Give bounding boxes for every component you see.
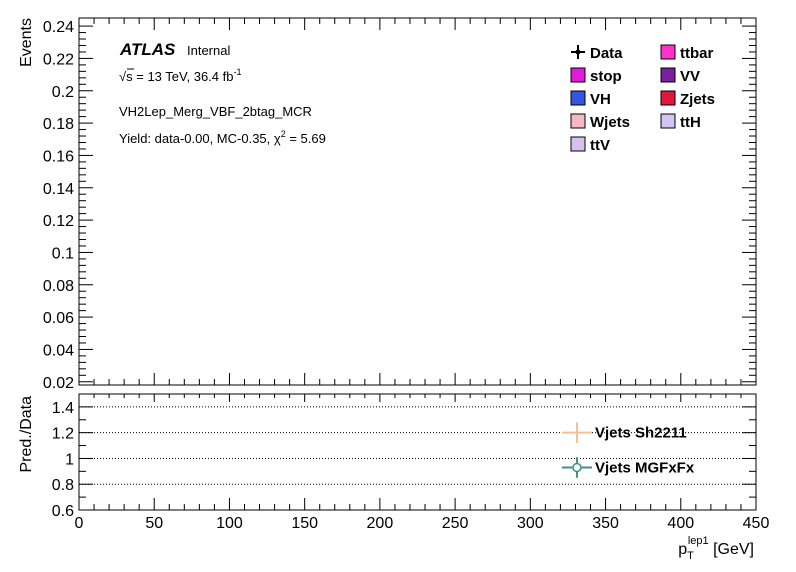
- x-tick-label: 0: [75, 515, 84, 532]
- legend-label: Zjets: [680, 91, 715, 108]
- legend-label: stop: [590, 68, 622, 85]
- x-axis-title-unit: [GeV]: [709, 541, 754, 558]
- ratio-point-marker: [572, 462, 582, 473]
- legend-swatch: [570, 136, 586, 152]
- ratio-y-tick-label: 1: [65, 451, 74, 468]
- main-y-tick-label: 0.08: [43, 278, 74, 295]
- lumi-energy: = 13 TeV, 36.4 fb: [133, 69, 234, 84]
- x-tick-label: 250: [442, 515, 469, 532]
- main-y-tick-label: 0.18: [43, 116, 74, 133]
- x-tick-label: 100: [216, 515, 243, 532]
- legend-label: VV: [680, 68, 700, 85]
- region-label: VH2Lep_Merg_VBF_2btag_MCR: [119, 104, 312, 119]
- legend-swatch: [660, 90, 676, 106]
- lumi-sup: -1: [233, 67, 241, 77]
- ratio-y-tick-label: 1.4: [52, 400, 74, 417]
- main-y-tick-label: 0.12: [43, 213, 74, 230]
- legend-label: ttV: [590, 137, 610, 154]
- x-tick-label: 350: [592, 515, 619, 532]
- ratio-series-label: Vjets Sh2211: [595, 425, 687, 442]
- ratio-y-ticks: 0.6 0.8 1 1.2 1.4: [52, 393, 756, 520]
- atlas-status: Internal: [187, 43, 230, 58]
- legend-swatch: [570, 67, 586, 83]
- main-y-tick-label: 0.14: [43, 181, 74, 198]
- legend-swatch: [660, 44, 676, 60]
- legend: Data ttbar stop VV VH Zjets Wjets ttH ttV: [570, 44, 715, 154]
- x-tick-label: 50: [145, 515, 163, 532]
- main-y-axis-title: Events: [18, 18, 35, 67]
- atlas-label: ATLAS: [119, 40, 176, 59]
- yield-post: = 5.69: [286, 131, 326, 146]
- legend-label: Wjets: [590, 114, 630, 131]
- main-y-tick-label: 0.02: [43, 375, 74, 392]
- legend-swatch: [660, 67, 676, 83]
- main-y-tick-label: 0.04: [43, 342, 74, 359]
- legend-swatch: [570, 90, 586, 106]
- lumi-label: √s = 13 TeV, 36.4 fb-1: [119, 67, 242, 84]
- ratio-points: Vjets Sh2211 Vjets MGFxFx: [561, 422, 695, 478]
- ratio-panel-frame: [78, 393, 757, 511]
- main-y-tick-label: 0.16: [43, 148, 74, 165]
- lumi-s: s: [126, 69, 133, 84]
- x-tick-label: 200: [367, 515, 394, 532]
- x-tick-label: 400: [667, 515, 694, 532]
- main-y-ticks: 0.02 0.04 0.06 0.08 0.1 0.12 0.14 0.16 0.18 0.2 0.…: [43, 19, 756, 392]
- x-axis-title-main: p: [678, 541, 687, 558]
- main-y-tick-label: 0.1: [52, 245, 74, 262]
- ratio-y-tick-label: 0.6: [52, 503, 74, 520]
- x-tick-label: 150: [291, 515, 318, 532]
- ratio-y-axis-title: Pred./Data: [18, 396, 35, 473]
- main-y-tick-label: 0.2: [52, 84, 74, 101]
- yield-label: Yield: data-0.00, MC-0.35, χ2 = 5.69: [119, 129, 326, 146]
- ratio-series-label: Vjets MGFxFx: [595, 459, 695, 476]
- legend-label: VH: [590, 91, 611, 108]
- legend-swatch: [660, 113, 676, 129]
- x-tick-label: 300: [517, 515, 544, 532]
- ratio-y-tick-label: 1.2: [52, 426, 74, 443]
- legend-data-dot: [575, 49, 581, 55]
- legend-label: ttH: [680, 114, 701, 131]
- legend-swatch: [570, 113, 586, 129]
- ratio-y-tick-label: 0.8: [52, 477, 74, 494]
- x-ticks: 0 50 100 150 200 250 300 350 400 450: [75, 18, 770, 532]
- main-y-tick-label: 0.24: [43, 19, 74, 36]
- x-axis-title-sup: lep1: [688, 535, 709, 547]
- yield-sup: 2: [281, 129, 286, 139]
- main-y-tick-label: 0.22: [43, 51, 74, 68]
- lumi-sqrt: √: [119, 69, 127, 84]
- main-panel-frame: [78, 17, 757, 386]
- main-y-tick-label: 0.06: [43, 310, 74, 327]
- x-axis-title: pTlep1 [GeV]: [678, 535, 754, 562]
- yield-pre: Yield: data-0.00, MC-0.35, χ: [119, 131, 281, 146]
- x-tick-label: 450: [743, 515, 770, 532]
- ratio-gridlines: [79, 406, 756, 485]
- x-axis-title-sub: T: [687, 550, 694, 562]
- legend-label: Data: [590, 45, 623, 62]
- legend-label: ttbar: [680, 45, 713, 62]
